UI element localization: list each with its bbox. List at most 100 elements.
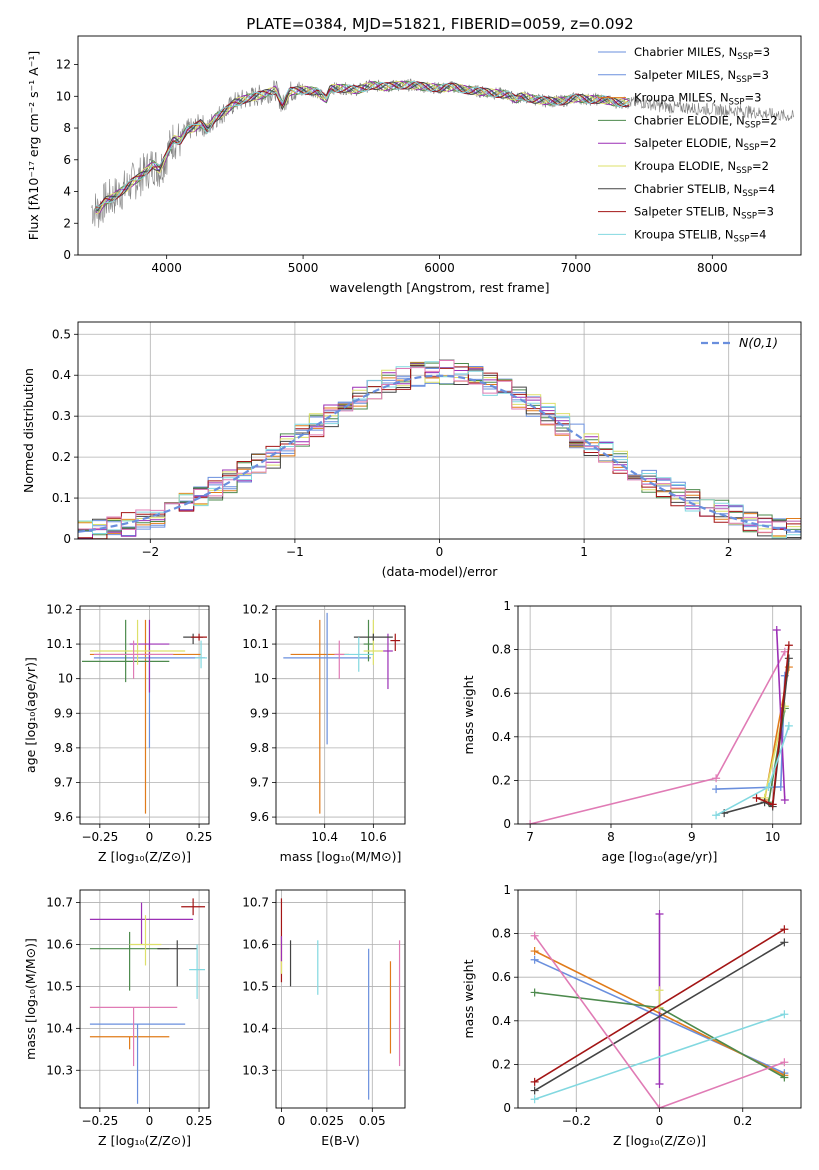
y-tick-label: 0.2	[492, 1057, 511, 1071]
legend-label: Chabrier MILES, NSSP=3	[634, 45, 770, 62]
x-tick-label: 0.25	[186, 830, 213, 844]
y-tick-label: 6	[63, 153, 71, 167]
x-tick-label: 9	[688, 830, 696, 844]
data-point	[383, 633, 393, 690]
y-tick-label: 9.9	[54, 706, 73, 720]
data-point	[89, 1023, 186, 1104]
y-tick-label: 10.7	[242, 896, 269, 910]
x-axis-label: Z [log₁₀(Z/Z⊙)]	[98, 849, 191, 864]
y-tick-label: 0.6	[492, 970, 511, 984]
plot-frame	[77, 35, 802, 256]
x-tick-label: 7000	[561, 261, 592, 275]
y-tick-label: 0.6	[492, 686, 511, 700]
plot-frame	[79, 889, 210, 1109]
data-point	[363, 619, 384, 665]
y-tick-label: 9.6	[250, 810, 269, 824]
data-point	[129, 619, 170, 693]
y-tick-label: 10.4	[242, 1021, 269, 1035]
weight-marker	[526, 820, 535, 824]
legend-label: Salpeter STELIB, NSSP=3	[634, 205, 774, 222]
histogram-series	[78, 364, 801, 538]
x-tick-label: 10.4	[311, 830, 338, 844]
weight-marker	[780, 1073, 789, 1082]
plot-frame	[77, 321, 802, 540]
data-point	[89, 931, 170, 991]
data-point	[89, 619, 202, 814]
weight-marker	[712, 785, 721, 794]
x-tick-label: −0.2	[562, 1114, 591, 1128]
data-point	[89, 1006, 178, 1067]
legend-label: Salpeter MILES, NSSP=3	[634, 68, 769, 85]
x-tick-label: 0.2	[733, 1114, 752, 1128]
y-axis-label: Normed distribution	[21, 368, 36, 493]
x-axis-label: (data-model)/error	[382, 564, 499, 579]
y-tick-label: 0.8	[492, 643, 511, 657]
y-tick-label: 1	[503, 883, 511, 897]
y-tick-label: 10.3	[46, 1063, 73, 1077]
y-tick-label: 2	[63, 216, 71, 230]
x-tick-label: 0	[656, 1114, 664, 1128]
plot-area	[526, 625, 793, 824]
panel-age-vs-mass: 10.4 10.6 9.6 9.7 9.8 9.9 10 10.1 10.2 mass [log₁…	[242, 602, 406, 864]
y-tick-label: 9.6	[54, 810, 73, 824]
weight-marker	[530, 1077, 539, 1086]
y-tick-label: 10.7	[46, 896, 73, 910]
y-tick-label: 10	[254, 672, 269, 686]
legend-label: Chabrier STELIB, NSSP=4	[634, 182, 775, 199]
panel-weight-vs-age: 7 8 9 10 0 0.2 0.4 0.6 0.8 1 age [log₁₀(age/yr)] ma…	[461, 599, 802, 864]
x-tick-label: 8	[607, 830, 615, 844]
weight-marker	[530, 1086, 539, 1095]
y-tick-label: 10.4	[46, 1021, 73, 1035]
legend-label: Kroupa STELIB, NSSP=4	[634, 227, 766, 244]
x-tick-label: 0.05	[359, 1114, 386, 1128]
x-tick-label: −0.25	[81, 830, 118, 844]
legend-label: Kroupa MILES, NSSP=3	[634, 91, 761, 108]
normal-curve	[78, 374, 801, 533]
y-axis-label: Flux [fλ10⁻¹⁷ erg cm⁻² s⁻¹ A⁻¹]	[26, 51, 41, 240]
weight-marker	[712, 811, 721, 820]
y-tick-label: 0	[63, 248, 71, 262]
y-tick-label: 0.2	[52, 450, 71, 464]
x-tick-label: 7	[526, 830, 534, 844]
y-tick-label: 10.2	[242, 602, 269, 616]
y-tick-label: 9.7	[250, 775, 269, 789]
plot-frame	[275, 605, 406, 825]
y-tick-label: 0.1	[52, 491, 71, 505]
x-tick-label: 0	[278, 1114, 286, 1128]
x-tick-label: 6000	[424, 261, 455, 275]
data-point	[283, 612, 371, 745]
x-tick-label: −1	[286, 545, 304, 559]
plot-frame	[275, 889, 406, 1109]
x-axis-label: wavelength [Angstrom, rest frame]	[329, 280, 549, 295]
data-point	[353, 633, 393, 641]
weight-marker	[530, 988, 539, 997]
weight-marker	[780, 796, 789, 805]
weight-marker	[780, 938, 789, 947]
plot-area	[78, 359, 801, 539]
y-axis-label: age [log₁₀(age/yr)]	[23, 657, 38, 773]
weight-marker	[530, 931, 539, 940]
weight-marker	[530, 947, 539, 956]
data-point	[334, 640, 345, 679]
data-point	[89, 902, 194, 945]
x-tick-label: 0	[146, 1114, 154, 1128]
x-tick-label: −0.25	[81, 1114, 118, 1128]
y-tick-label: 4	[63, 185, 71, 199]
y-tick-label: 10.6	[242, 938, 269, 952]
weight-marker	[530, 955, 539, 964]
figure-title: PLATE=0384, MJD=51821, FIBERID=0059, z=0…	[246, 15, 633, 33]
weight-series	[775, 629, 786, 801]
legend-label: Kroupa ELODIE, NSSP=2	[634, 159, 769, 176]
data-point	[363, 619, 374, 662]
y-tick-label: 9.7	[54, 775, 73, 789]
y-axis-label: mass weight	[461, 675, 476, 754]
data-point	[390, 633, 401, 651]
x-tick-label: 0	[146, 830, 154, 844]
x-tick-label: 8000	[697, 261, 728, 275]
weight-marker	[752, 793, 761, 802]
weight-marker	[784, 721, 793, 730]
weight-marker	[655, 986, 664, 995]
y-tick-label: 10	[58, 672, 73, 686]
y-tick-label: 8	[63, 121, 71, 135]
